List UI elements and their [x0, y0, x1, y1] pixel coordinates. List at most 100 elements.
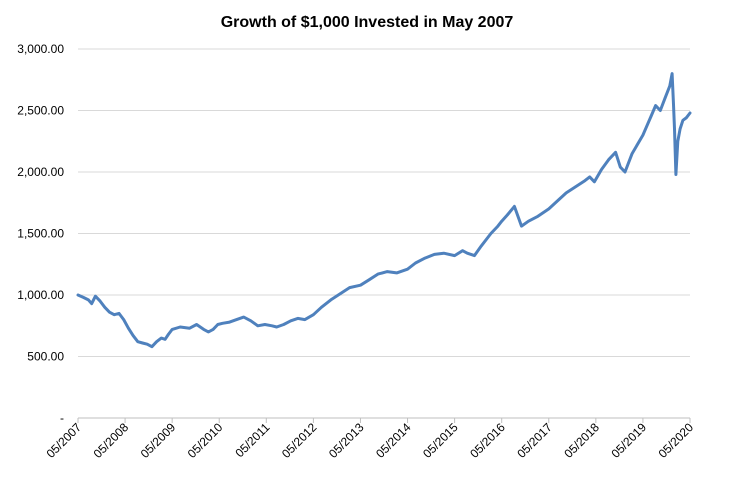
data-point	[242, 315, 245, 319]
data-point	[163, 338, 167, 341]
y-tick-label: 3,000.00	[17, 42, 64, 56]
x-tick-label: 05/2009	[138, 420, 179, 461]
y-tick-label: 2,500.00	[17, 104, 64, 118]
data-point	[600, 168, 603, 171]
data-point	[103, 306, 107, 309]
data-point	[195, 323, 198, 326]
data-point	[583, 179, 587, 182]
data-point	[513, 205, 516, 208]
data-point	[433, 253, 436, 256]
data-point	[82, 296, 85, 299]
x-tick-label: 05/2016	[467, 420, 508, 461]
data-point	[414, 261, 417, 265]
series-layer	[76, 72, 692, 349]
data-point	[249, 319, 252, 323]
data-point	[623, 170, 627, 174]
x-tick-label: 05/2011	[232, 420, 272, 460]
data-point	[649, 115, 653, 118]
data-point	[630, 152, 634, 155]
data-point	[678, 127, 682, 131]
y-tick-label: 500.00	[27, 350, 64, 364]
data-point	[155, 340, 158, 343]
data-point	[320, 306, 323, 309]
x-tick-label: 05/2014	[373, 420, 414, 461]
data-point	[406, 267, 409, 271]
x-tick-label: 05/2017	[514, 420, 555, 461]
data-point	[593, 180, 596, 184]
data-point	[348, 286, 351, 289]
data-point	[500, 220, 503, 223]
data-point	[270, 324, 274, 327]
data-point	[216, 323, 220, 326]
data-point	[76, 293, 80, 297]
data-point	[588, 175, 591, 179]
series-line	[76, 72, 692, 349]
data-point	[466, 251, 469, 255]
data-point	[312, 313, 315, 316]
data-point	[136, 340, 139, 343]
data-point	[674, 173, 678, 176]
data-point	[108, 311, 111, 314]
data-point	[506, 213, 509, 217]
x-tick-label: 05/2018	[561, 420, 602, 461]
data-point	[256, 324, 260, 327]
data-point	[228, 320, 231, 324]
data-point	[98, 299, 102, 303]
data-point	[289, 319, 292, 323]
data-point	[564, 191, 568, 195]
data-point	[386, 270, 389, 273]
data-point	[641, 133, 645, 137]
x-tick-label: 05/2007	[44, 420, 85, 461]
x-tick-label: 05/2013	[326, 420, 367, 461]
y-tick-label: 2,000.00	[17, 165, 64, 179]
x-tick-label: 05/2010	[185, 420, 226, 461]
data-point	[282, 323, 285, 326]
axes	[77, 417, 691, 423]
data-point	[90, 302, 93, 305]
x-tick-label: 05/2012	[279, 420, 320, 461]
data-point	[423, 256, 427, 260]
data-point	[367, 279, 370, 282]
data-point	[555, 200, 558, 203]
data-point	[614, 151, 617, 154]
data-point	[178, 325, 182, 329]
data-point	[303, 318, 307, 321]
x-tick-label: 05/2015	[420, 420, 461, 461]
data-point	[547, 207, 550, 211]
y-tick-label: 1,500.00	[17, 227, 64, 241]
data-point	[275, 325, 278, 329]
data-point	[673, 127, 676, 131]
data-point	[676, 140, 679, 143]
data-point	[536, 215, 540, 218]
data-point	[480, 244, 483, 247]
data-point	[339, 292, 342, 295]
data-point	[654, 104, 657, 107]
data-point	[296, 317, 300, 320]
data-point	[127, 327, 130, 330]
data-point	[359, 283, 362, 287]
data-point	[202, 328, 205, 331]
data-point	[670, 72, 674, 75]
data-point	[122, 318, 125, 321]
data-point	[574, 185, 577, 188]
data-point	[442, 251, 445, 255]
data-point	[685, 116, 688, 120]
data-point	[619, 165, 622, 169]
data-point	[170, 328, 174, 331]
data-point	[94, 295, 97, 298]
data-point	[527, 220, 530, 223]
data-point	[113, 313, 116, 316]
data-point	[659, 109, 662, 112]
data-point	[453, 254, 456, 257]
data-point	[87, 298, 90, 302]
data-point	[188, 327, 191, 330]
gridlines	[78, 48, 690, 357]
data-point	[376, 272, 380, 276]
y-tick-label: 1,000.00	[17, 288, 64, 302]
data-point	[211, 328, 215, 331]
data-point	[663, 97, 667, 100]
data-point	[688, 111, 692, 115]
data-point	[117, 312, 121, 315]
